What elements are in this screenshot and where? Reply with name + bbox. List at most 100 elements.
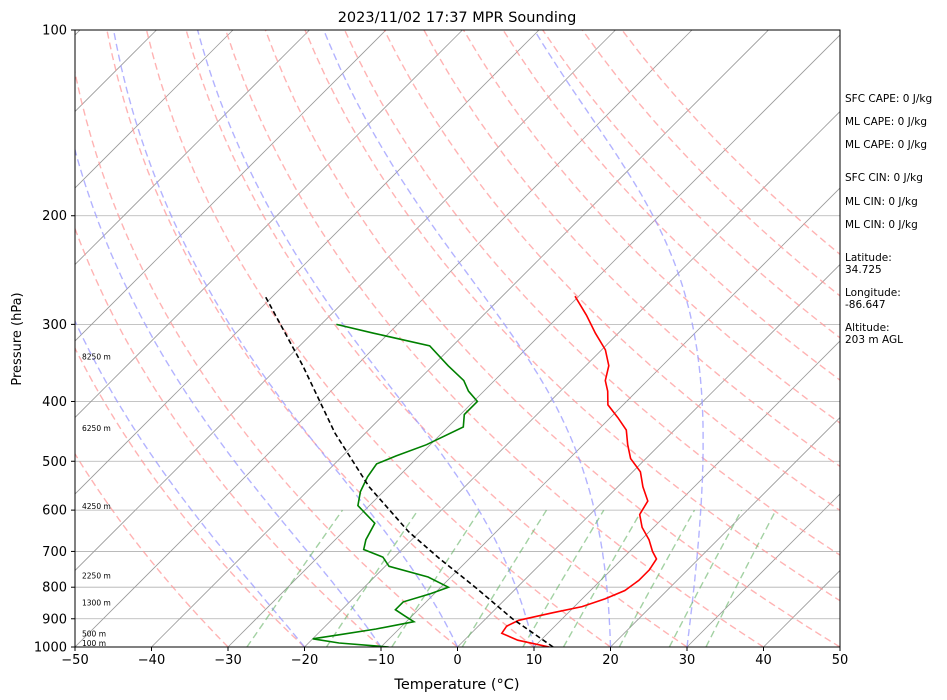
isotherm-line bbox=[610, 416, 840, 647]
y-tick-label: 500 bbox=[42, 455, 67, 470]
isotherm-line bbox=[227, 34, 840, 647]
moist-adiabat-line bbox=[112, 30, 459, 647]
y-tick-label: 800 bbox=[42, 581, 67, 596]
height-label: 8250 m bbox=[82, 352, 111, 361]
dry-adiabat-line bbox=[75, 452, 229, 647]
axes: −50 −40 −30 −20 −10 0 10 20 30 40 50 100 200 300 400 50… bbox=[34, 24, 848, 669]
x-tick-label: 40 bbox=[755, 653, 772, 668]
altitude-label: Altitude: bbox=[845, 322, 890, 334]
isotherm-line bbox=[75, 30, 463, 419]
x-tick-label: 0 bbox=[453, 653, 461, 668]
height-label: 4250 m bbox=[82, 502, 111, 511]
isotherm-line bbox=[75, 30, 234, 189]
x-tick-label: −20 bbox=[291, 653, 318, 668]
ml-cin-text-2: ML CIN: 0 J/kg bbox=[845, 219, 918, 231]
y-tick-label: 1000 bbox=[34, 641, 67, 656]
y-tick-label: 200 bbox=[42, 209, 67, 224]
dry-adiabat-line bbox=[423, 30, 840, 468]
longitude-block: Longitude: -86.647 bbox=[845, 287, 901, 311]
mixing-ratio-line bbox=[705, 509, 777, 647]
isotherm-line bbox=[304, 110, 840, 647]
dry-adiabat-line bbox=[264, 30, 840, 647]
y-tick-label: 700 bbox=[42, 545, 67, 560]
ml-cape-text: ML CAPE: 0 J/kg bbox=[845, 116, 928, 128]
x-tick-label: −40 bbox=[138, 653, 165, 668]
mixing-ratio-line bbox=[461, 509, 548, 647]
ml-cin-text: ML CIN: 0 J/kg bbox=[845, 196, 918, 208]
isotherm-line bbox=[0, 30, 4, 647]
sfc-cape-text: SFC CAPE: 0 J/kg bbox=[845, 93, 933, 105]
dry-adiabat-line bbox=[106, 30, 535, 647]
y-tick-label: 300 bbox=[42, 318, 67, 333]
moist-adiabat-line bbox=[75, 319, 306, 647]
dry-adiabat-line bbox=[145, 30, 611, 647]
isotherm-line bbox=[75, 30, 540, 495]
dewpoint-line bbox=[312, 323, 479, 647]
moist-adiabat-line bbox=[533, 30, 704, 647]
y-tick-label: 100 bbox=[42, 24, 67, 39]
x-tick-label: −50 bbox=[61, 653, 88, 668]
x-axis-label: Temperature (°C) bbox=[393, 677, 519, 693]
x-tick-label: 50 bbox=[832, 653, 849, 668]
isotherm-line bbox=[457, 263, 840, 647]
longitude-value: -86.647 bbox=[845, 299, 886, 311]
mixing-ratio-line bbox=[668, 509, 743, 647]
y-tick-label: 600 bbox=[42, 504, 67, 519]
isotherm-line bbox=[75, 30, 693, 647]
moist-adiabat-line bbox=[196, 30, 535, 647]
longitude-label: Longitude: bbox=[845, 287, 901, 299]
profile-lines bbox=[264, 295, 658, 647]
mixing-ratio-line bbox=[618, 509, 696, 647]
latitude-value: 34.725 bbox=[845, 264, 882, 276]
isotherm-line bbox=[380, 187, 840, 647]
height-label: 1300 m bbox=[82, 599, 111, 608]
x-tick-label: −10 bbox=[367, 653, 394, 668]
x-tick-label: 10 bbox=[526, 653, 543, 668]
dry-adiabat-line bbox=[462, 30, 840, 424]
mixing-ratio-line bbox=[562, 509, 643, 647]
y-tick-label: 900 bbox=[42, 612, 67, 627]
height-label: 100 m bbox=[82, 639, 106, 648]
height-label: 2250 m bbox=[82, 572, 111, 581]
altitude-block: Altitude: 203 m AGL bbox=[845, 322, 903, 346]
y-axis-label: Pressure (hPa) bbox=[10, 292, 25, 385]
dry-adiabat-line bbox=[304, 30, 840, 602]
dry-adiabat-line bbox=[225, 30, 764, 647]
altitude-value: 203 m AGL bbox=[845, 334, 903, 346]
moist-adiabat-line bbox=[75, 147, 382, 647]
dry-adiabat-line bbox=[75, 226, 382, 647]
mixing-ratio-line bbox=[391, 509, 481, 647]
x-tick-label: −30 bbox=[214, 653, 241, 668]
isotherm-line bbox=[75, 30, 310, 266]
chart-title: 2023/11/02 17:37 MPR Sounding bbox=[338, 10, 577, 26]
x-tick-label: 30 bbox=[679, 653, 696, 668]
dry-adiabat-line bbox=[185, 30, 688, 647]
x-tick-label: 20 bbox=[602, 653, 619, 668]
ml-cape-text-2: ML CAPE: 0 J/kg bbox=[845, 139, 928, 151]
mixing-ratio-line bbox=[246, 509, 344, 647]
isotherm-line bbox=[75, 30, 387, 342]
height-label: 6250 m bbox=[82, 424, 111, 433]
latitude-block: Latitude: 34.725 bbox=[845, 252, 892, 276]
temperature-line bbox=[500, 295, 658, 647]
dry-adiabat-line bbox=[581, 30, 840, 297]
mixing-ratio-line bbox=[325, 509, 419, 647]
dry-adiabat-line bbox=[75, 68, 458, 647]
y-tick-label: 400 bbox=[42, 395, 67, 410]
isotherm-line bbox=[75, 30, 616, 572]
height-label: 500 m bbox=[82, 629, 106, 638]
dry-adiabat-line bbox=[542, 30, 840, 339]
parcel-line bbox=[264, 295, 554, 647]
latitude-label: Latitude: bbox=[845, 252, 892, 264]
background-lines bbox=[0, 30, 840, 647]
isotherm-line bbox=[686, 493, 840, 647]
plot-frame bbox=[74, 29, 841, 648]
mixing-ratio-line bbox=[522, 509, 605, 647]
dry-adiabat-line bbox=[502, 30, 840, 382]
dry-adiabat-line bbox=[75, 346, 305, 647]
sfc-cin-text: SFC CIN: 0 J/kg bbox=[845, 172, 923, 184]
dry-adiabat-line bbox=[383, 30, 840, 512]
dry-adiabat-line bbox=[343, 30, 840, 556]
isotherm-line bbox=[533, 340, 840, 647]
